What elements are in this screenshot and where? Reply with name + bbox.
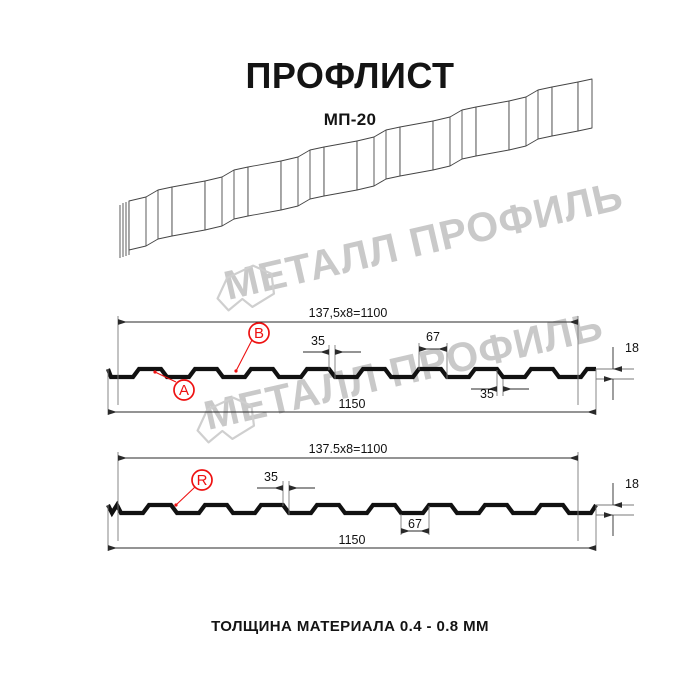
section-a: 137,5x8=1100 1150 35 67 35 [106, 306, 639, 415]
callout-r[interactable]: R [174, 469, 213, 507]
section-b-overall-bottom-label: 1150 [339, 533, 366, 547]
section-a-height-label: 18 [625, 341, 639, 355]
section-a-peak-width-label: 35 [311, 334, 325, 348]
section-a-peak-width-2-label: 35 [480, 387, 494, 401]
section-b-peak-width-label: 35 [264, 470, 278, 484]
callout-b[interactable]: B [234, 322, 270, 373]
section-b-overall-top-label: 137.5x8=1100 [309, 442, 388, 456]
section-a-trough-width-label: 67 [426, 330, 440, 344]
watermark-logo-1 [216, 264, 276, 312]
page-header: ПРОФЛИСТ МП-20 [0, 0, 700, 130]
section-b-height-label: 18 [625, 477, 639, 491]
section-b-profile [106, 500, 598, 518]
iso-flutes [128, 78, 593, 251]
callout-a[interactable]: A [153, 370, 195, 401]
section-a-overall-top-label: 137,5x8=1100 [309, 306, 388, 320]
iso-sheet [119, 78, 593, 258]
page-subtitle: МП-20 [323, 110, 377, 129]
section-b-trough-width-label: 67 [408, 517, 422, 531]
callout-r-label: R [197, 472, 208, 489]
section-b: 137.5x8=1100 1150 35 67 18 [106, 442, 639, 551]
page-title: ПРОФЛИСТ [245, 55, 455, 96]
footer-note: ТОЛЩИНА МАТЕРИАЛА 0.4 - 0.8 ММ [211, 618, 489, 635]
section-a-profile [106, 366, 596, 380]
callout-a-label: A [179, 382, 189, 399]
section-a-overall-bottom-label: 1150 [339, 397, 366, 411]
watermark-logo-2 [196, 396, 256, 444]
callout-b-label: B [254, 325, 264, 342]
